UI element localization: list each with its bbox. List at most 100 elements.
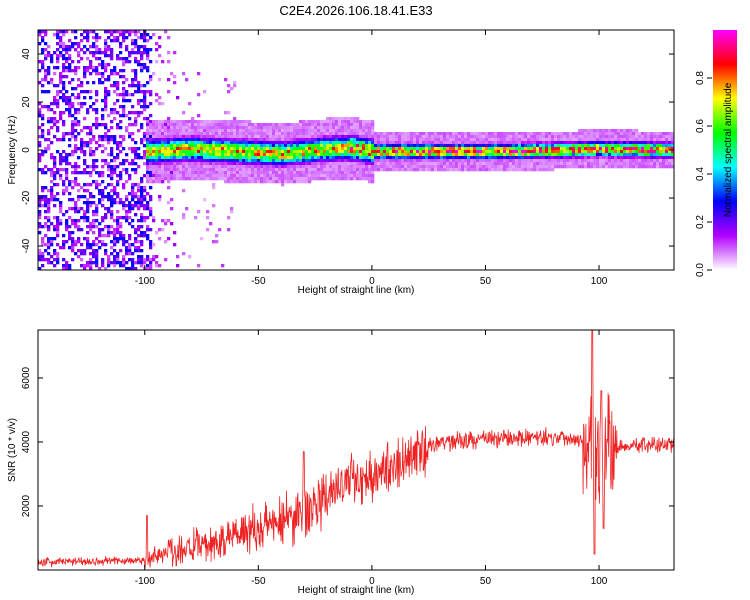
spectrogram-cell: [395, 168, 399, 172]
spectrogram-cell: [557, 141, 561, 145]
spectrogram-cell: [335, 159, 339, 163]
spectrogram-cell: [41, 51, 45, 55]
spectrogram-cell: [116, 54, 120, 58]
spectrogram-cell: [266, 180, 270, 184]
spectrogram-cell: [89, 63, 93, 67]
spectrogram-cell: [134, 183, 138, 187]
spectrogram-cell: [152, 255, 156, 259]
spectrogram-cell: [314, 162, 318, 166]
spectrogram-cell: [212, 141, 216, 145]
spectrogram-cell: [77, 237, 81, 241]
spectrogram-cell: [188, 168, 192, 172]
spectrogram-cell: [95, 111, 99, 115]
spectrogram-cell: [158, 54, 162, 58]
spectrogram-cell: [560, 141, 564, 145]
spectrogram-cell: [182, 177, 186, 181]
spectrogram-cell: [338, 165, 342, 169]
spectrogram-cell: [563, 153, 567, 157]
spectrogram-cell: [227, 156, 231, 160]
spectrogram-cell: [266, 162, 270, 166]
spectrogram-cell: [86, 144, 90, 148]
spectrogram-cell: [326, 135, 330, 139]
spectrogram-cell: [446, 162, 450, 166]
spectrogram-cell: [302, 135, 306, 139]
spectrogram-cell: [224, 147, 228, 151]
spectrogram-cell: [500, 150, 504, 154]
spectrogram-cell: [230, 153, 234, 157]
spectrogram-cell: [149, 261, 153, 265]
spectrogram-cell: [236, 159, 240, 163]
spectrogram-cell: [125, 219, 129, 223]
spectrogram-cell: [155, 120, 159, 124]
spectrogram-cell: [305, 150, 309, 154]
spectrogram-cell: [512, 153, 516, 157]
spectrogram-cell: [569, 135, 573, 139]
spectrogram-cell: [536, 138, 540, 142]
spectrogram-cell: [614, 162, 618, 166]
spectrogram-cell: [62, 96, 66, 100]
spectrogram-cell: [47, 228, 51, 232]
spectrogram-cell: [323, 165, 327, 169]
spectrogram-cell: [332, 123, 336, 127]
spectrogram-cell: [212, 147, 216, 151]
spectrogram-cell: [59, 246, 63, 250]
spectrogram-cell: [233, 123, 237, 127]
spectrogram-cell: [161, 219, 165, 223]
spectrogram-cell: [503, 144, 507, 148]
spectrogram-cell: [233, 168, 237, 172]
spectrogram-cell: [398, 159, 402, 163]
spectrogram-cell: [584, 144, 588, 148]
spectrogram-cell: [80, 84, 84, 88]
spectrogram-cell: [221, 150, 225, 154]
spectrogram-cell: [359, 120, 363, 124]
spectrogram-cell: [122, 36, 126, 40]
spectrogram-cell: [335, 117, 339, 121]
spectrogram-cell: [233, 159, 237, 163]
spectrogram-cell: [590, 129, 594, 133]
spectrogram-cell: [626, 162, 630, 166]
spectrogram-cell: [197, 123, 201, 127]
spectrogram-cell: [260, 168, 264, 172]
spectrogram-cell: [371, 135, 375, 139]
spectrogram-cell: [575, 156, 579, 160]
spectrogram-cell: [59, 168, 63, 172]
spectrogram-cell: [353, 147, 357, 151]
spectrogram-cell: [245, 135, 249, 139]
spectrogram-cell: [89, 30, 93, 34]
spectrogram-cell: [353, 144, 357, 148]
spectrogram-cell: [71, 150, 75, 154]
spectrogram-cell: [41, 255, 45, 259]
spectrogram-cell: [98, 144, 102, 148]
spectrogram-cell: [83, 162, 87, 166]
spectrogram-cell: [143, 261, 147, 265]
spectrogram-cell: [359, 135, 363, 139]
spectrogram-cell: [38, 225, 42, 229]
spectrogram-cell: [350, 126, 354, 130]
spectrogram-cell: [146, 69, 150, 73]
spectrogram-cell: [356, 177, 360, 181]
spectrogram-cell: [227, 120, 231, 124]
spectrogram-cell: [398, 165, 402, 169]
spectrogram-cell: [353, 168, 357, 172]
spectrogram-cell: [542, 135, 546, 139]
spectrogram-cell: [341, 120, 345, 124]
spectrogram-cell: [131, 42, 135, 46]
spectrogram-cell: [593, 141, 597, 145]
spectrogram-cell: [260, 144, 264, 148]
spectrogram-cell: [422, 132, 426, 136]
spectrogram-cell: [194, 141, 198, 145]
spectrogram-cell: [161, 141, 165, 145]
spectrogram-cell: [413, 132, 417, 136]
spectrogram-cell: [296, 132, 300, 136]
spectrogram-cell: [167, 126, 171, 130]
spectrogram-cell: [488, 168, 492, 172]
spectrogram-cell: [647, 132, 651, 136]
spectrogram-cell: [314, 129, 318, 133]
spectrogram-cell: [41, 135, 45, 139]
spectrogram-cell: [617, 153, 621, 157]
spectrogram-cell: [77, 42, 81, 46]
spectrogram-cell: [482, 159, 486, 163]
spectrogram-cell: [167, 171, 171, 175]
spectrogram-cell: [443, 135, 447, 139]
spectrogram-cell: [215, 132, 219, 136]
